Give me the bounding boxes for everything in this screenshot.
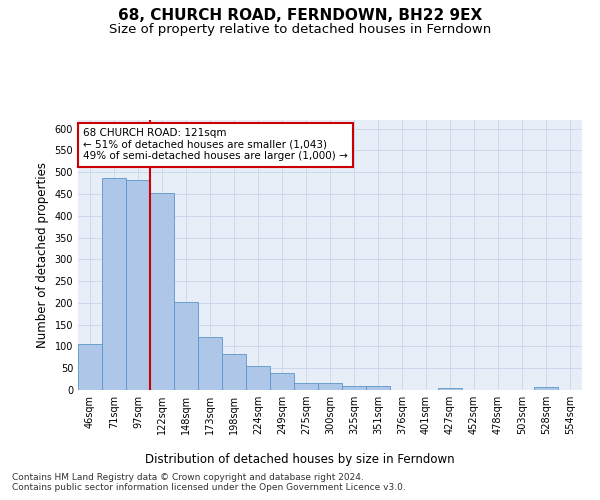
Bar xyxy=(102,178,126,390)
Bar xyxy=(318,384,342,390)
Text: Size of property relative to detached houses in Ferndown: Size of property relative to detached ho… xyxy=(109,22,491,36)
Text: Contains HM Land Registry data © Crown copyright and database right 2024.
Contai: Contains HM Land Registry data © Crown c… xyxy=(12,472,406,492)
Bar xyxy=(174,302,198,390)
Bar xyxy=(270,374,294,390)
Bar xyxy=(366,386,390,390)
Bar xyxy=(78,344,102,390)
Bar xyxy=(126,180,150,390)
Bar xyxy=(438,388,462,390)
Bar xyxy=(342,386,366,390)
Bar xyxy=(534,387,558,390)
Text: 68 CHURCH ROAD: 121sqm
← 51% of detached houses are smaller (1,043)
49% of semi-: 68 CHURCH ROAD: 121sqm ← 51% of detached… xyxy=(83,128,348,162)
Text: 68, CHURCH ROAD, FERNDOWN, BH22 9EX: 68, CHURCH ROAD, FERNDOWN, BH22 9EX xyxy=(118,8,482,22)
Bar xyxy=(198,337,222,390)
Bar xyxy=(246,366,270,390)
Text: Distribution of detached houses by size in Ferndown: Distribution of detached houses by size … xyxy=(145,452,455,466)
Bar xyxy=(294,384,318,390)
Y-axis label: Number of detached properties: Number of detached properties xyxy=(36,162,49,348)
Bar xyxy=(222,354,246,390)
Bar xyxy=(150,193,174,390)
